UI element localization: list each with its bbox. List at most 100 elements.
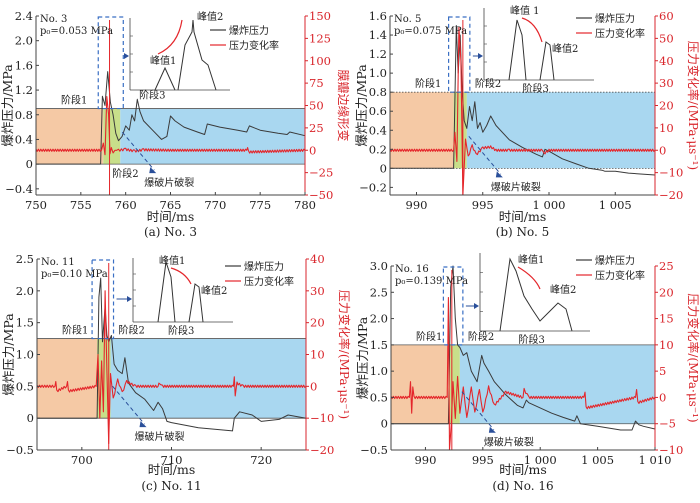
y-tick-label: 0.6: [369, 104, 387, 118]
y2-tick-label: 30: [310, 284, 325, 298]
x-tick-label: 1 000: [524, 453, 557, 467]
panel-caption: (a) No. 3: [144, 225, 197, 239]
y-tick-label: −0.2: [359, 180, 387, 194]
stage1-label: 阶段1: [416, 330, 442, 343]
x-tick-label: 990: [414, 453, 436, 467]
panel-caption: (b) No. 5: [496, 225, 550, 239]
y2-tick-label: 15: [659, 312, 674, 326]
y-tick-label: 0.5: [370, 390, 388, 404]
zoom-arrowhead-icon: [124, 53, 129, 59]
y2-tick-label: 150: [309, 9, 331, 23]
x-axis-label: 时间/ms: [499, 209, 546, 224]
sample-number-label: No. 16: [395, 264, 429, 275]
x-tick-label: 760: [115, 198, 137, 212]
stage2-label: 阶段2: [112, 167, 138, 180]
y-tick-label: 2.5: [16, 252, 34, 266]
inset-peak1-curve: [508, 19, 527, 81]
stage-region-1: [390, 92, 454, 169]
zoom-region-box: [97, 16, 124, 110]
x-tick-label: 995: [472, 453, 494, 467]
inset-peak2-label: 峰值2: [201, 284, 227, 297]
legend-rate-label: 压力变化率: [595, 269, 645, 282]
x-axis-label: 时间/ms: [148, 462, 195, 477]
y2-tick-label: 0: [659, 390, 666, 404]
rupture-arrowhead-icon: [139, 421, 147, 428]
rupture-arrowhead-icon: [488, 426, 496, 433]
inset-trend-arrow-icon: [517, 266, 541, 290]
inset-peak2-label: 峰值2: [197, 10, 223, 23]
inset-peak2-curve: [177, 19, 217, 91]
stage-region-3: [466, 92, 655, 169]
inset-trend-arrow-icon: [157, 19, 183, 55]
inset-trend-arrow-icon: [521, 17, 543, 43]
rupture-label: 爆破片破裂: [491, 180, 541, 193]
stage-region-3: [459, 344, 655, 424]
y2-tick-label: 50: [309, 99, 324, 113]
y2-tick-label: 25: [659, 259, 674, 273]
y-tick-label: 1.6: [15, 58, 33, 72]
y-tick-label: 0.4: [15, 132, 33, 146]
y-tick-label: −0.5: [360, 443, 388, 457]
initial-pressure-label: p₀=0.10 MPa: [41, 269, 108, 280]
inset-peak2-label: 峰值2: [550, 283, 576, 296]
x-tick-label: 1 005: [599, 198, 632, 212]
y-tick-label: −0.4: [5, 182, 33, 196]
y-tick-label: 2.0: [16, 284, 34, 298]
inset-trend-arrow-icon: [170, 267, 192, 285]
stage3-label: 阶段3: [519, 333, 545, 346]
x-tick-label: 1 010: [639, 453, 672, 467]
y2-tick-label: 10: [659, 338, 674, 352]
stage3-label: 阶段3: [168, 324, 194, 337]
x-tick-label: 1 000: [533, 198, 566, 212]
x-tick-label: 765: [160, 198, 182, 212]
y2-tick-label: −10: [659, 443, 683, 457]
y2-tick-label: −5: [659, 417, 676, 431]
panel-a: 峰值1 峰值2 −0.4 0 0.4 0.8 1.2 1.6 2.0 2.4 −50 −25 0 25 50…: [0, 9, 351, 239]
y2-tick-label: 0: [659, 143, 666, 157]
y-tick-label: 3.0: [370, 259, 388, 273]
y2-tick-label: −25: [309, 166, 333, 180]
x-tick-label: 755: [70, 198, 92, 212]
y-tick-label: 1.2: [15, 83, 33, 97]
sample-number-label: No. 11: [41, 257, 75, 268]
y-tick-label: −0.5: [6, 443, 34, 457]
rupture-label: 爆破片破裂: [144, 176, 194, 189]
y-tick-label: 0: [381, 417, 388, 431]
y-tick-label: 1.2: [369, 47, 387, 61]
y2-tick-label: 40: [659, 54, 674, 68]
inset-peak1-label: 峰值1: [159, 254, 185, 267]
pressure-rate-line: [389, 26, 656, 196]
zoom-region-box: [91, 259, 115, 340]
y2-tick-label: 0: [310, 379, 317, 393]
pressure-rate-line: [35, 95, 306, 156]
y2-tick-label: −10: [659, 166, 683, 180]
y2-tick-label: 20: [659, 285, 674, 299]
rupture-dashed-arrow: [121, 131, 155, 171]
y2-tick-label: 10: [310, 348, 325, 362]
y-tick-label: 1.0: [370, 364, 388, 378]
rupture-dashed-arrow: [468, 136, 502, 175]
stage-region-1: [391, 344, 449, 424]
inset-peak1-label: 峰值 1: [510, 4, 540, 17]
x-tick-label: 990: [406, 198, 428, 212]
y-tick-label: 0.8: [369, 85, 387, 99]
zoom-region-box: [442, 266, 464, 346]
y2-tick-label: 40: [310, 252, 325, 266]
y2-tick-label: −20: [659, 188, 683, 202]
stage-region-1: [37, 338, 98, 419]
explosion-pressure-line: [391, 265, 656, 431]
legend-pressure-label: 爆炸压力: [595, 12, 635, 25]
y-axis-label: 爆炸压力/MPa: [1, 313, 16, 396]
y-tick-label: 0.8: [15, 108, 33, 122]
legend-pressure-label: 爆炸压力: [229, 24, 269, 37]
y-tick-label: 0.2: [369, 142, 387, 156]
inset-peak1-curve: [157, 261, 176, 323]
stage3-label: 阶段3: [523, 82, 549, 95]
y2-axis-label: 压力变化率/(MPa·μs⁻¹): [686, 41, 700, 170]
y2-tick-label: 20: [310, 316, 325, 330]
legend-pressure-label: 爆炸压力: [595, 254, 635, 267]
y-tick-label: 1.0: [16, 348, 34, 362]
y-tick-label: 1.5: [370, 338, 388, 352]
inset-plot: 峰值1 峰值2: [479, 253, 590, 332]
stage1-label: 阶段1: [415, 77, 441, 90]
